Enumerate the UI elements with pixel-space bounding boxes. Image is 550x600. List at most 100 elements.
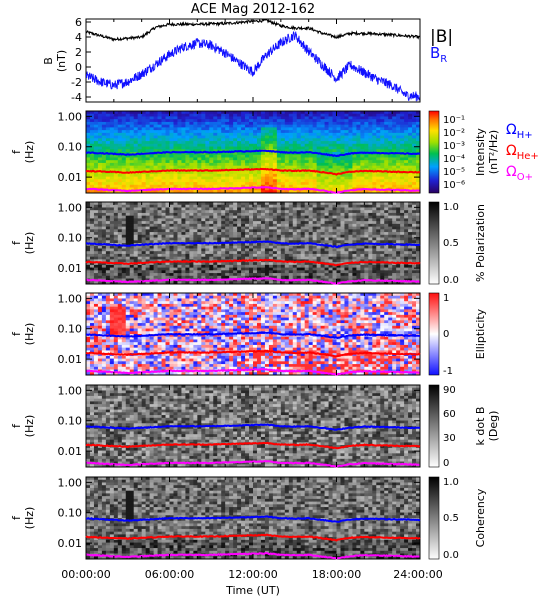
- spectrogram-cell: [352, 240, 357, 244]
- spectrogram-cell: [177, 190, 182, 194]
- spectrogram-cell: [332, 187, 337, 191]
- spectrogram-cell: [153, 171, 158, 175]
- spectrogram-cell: [205, 182, 210, 186]
- spectrogram-cell: [288, 232, 294, 236]
- spectrogram-cell: [392, 116, 397, 120]
- spectrogram-cell: [268, 215, 274, 219]
- spectrogram-cell: [125, 130, 131, 134]
- spectrogram-cell: [93, 251, 99, 255]
- spectrogram-cell: [400, 184, 405, 188]
- spectrogram-cell: [197, 240, 202, 244]
- spectrogram-cell: [165, 138, 170, 142]
- spectrogram-cell: [268, 135, 274, 139]
- spectrogram-cell: [280, 162, 286, 167]
- spectrogram-cell: [157, 113, 162, 117]
- spectrogram-cell: [173, 202, 178, 206]
- spectrogram-cell: [352, 207, 357, 211]
- spectrogram-cell: [340, 202, 345, 206]
- spectrogram-cell: [221, 146, 226, 150]
- spectrogram-cell: [161, 124, 166, 128]
- spectrogram-cell: [201, 262, 206, 266]
- spectrogram-cell: [169, 245, 174, 249]
- spectrogram-cell: [276, 270, 282, 274]
- spectrogram-cell: [161, 256, 166, 260]
- spectrogram-cell: [237, 157, 242, 161]
- spectrogram-cell: [400, 210, 405, 214]
- spectrogram-cell: [105, 116, 111, 120]
- spectrogram-cell: [213, 207, 218, 211]
- spectrogram-cell: [300, 245, 306, 249]
- spectrogram-cell: [404, 264, 409, 268]
- spectrogram-cell: [149, 229, 154, 233]
- spectrogram-cell: [205, 207, 210, 211]
- spectrogram-cell: [201, 215, 206, 219]
- spectrogram-cell: [332, 278, 337, 282]
- spectrogram-cell: [237, 179, 242, 183]
- spectrogram-cell: [169, 162, 174, 167]
- spectrogram-cell: [241, 184, 246, 188]
- spectrogram-cell: [149, 130, 154, 134]
- spectrogram-cell: [109, 259, 115, 263]
- spectrogram-cell: [360, 190, 365, 194]
- spectrogram-cell: [392, 168, 397, 172]
- spectrogram-cell: [296, 251, 302, 255]
- spectrogram-cell: [185, 179, 190, 183]
- spectrogram-cell: [157, 226, 162, 230]
- spectrogram-cell: [304, 121, 310, 126]
- spectrogram-cell: [352, 179, 357, 183]
- spectrogram-cell: [149, 165, 154, 169]
- spectrogram-cell: [396, 146, 401, 150]
- spectrogram-cell: [296, 173, 302, 177]
- spectrogram-cell: [229, 182, 234, 186]
- spectrogram-cell: [388, 190, 393, 194]
- spectrogram-cell: [153, 149, 158, 153]
- spectrogram-cell: [117, 124, 123, 128]
- spectrogram-cell: [177, 229, 182, 233]
- spectrogram-cell: [380, 253, 385, 258]
- spectrogram-cell: [241, 113, 246, 117]
- spectrogram-cell: [169, 149, 174, 153]
- spectrogram-cell: [408, 121, 413, 126]
- spectrogram-cell: [121, 229, 127, 233]
- spectrogram-cell: [268, 190, 274, 194]
- spectrogram-cell: [328, 253, 333, 258]
- spectrogram-cell: [117, 223, 123, 227]
- spectrogram-cell: [97, 184, 103, 188]
- spectrogram-cell: [153, 162, 158, 167]
- spectrogram-cell: [189, 275, 194, 279]
- spectrogram-cell: [181, 253, 186, 258]
- spectrogram-cell: [137, 215, 143, 219]
- spectrogram-cell: [145, 207, 151, 211]
- spectrogram-cell: [320, 184, 325, 188]
- spectrogram-cell: [416, 111, 420, 115]
- spectrogram-cell: [376, 237, 381, 241]
- spectrogram-cell: [260, 162, 266, 167]
- spectrogram-cell: [101, 232, 107, 236]
- spectrogram-cell: [284, 207, 290, 211]
- spectrogram-cell: [288, 218, 294, 222]
- spectrogram-cell: [141, 154, 147, 158]
- spectrogram-cell: [320, 176, 325, 180]
- spectrogram-cell: [324, 176, 329, 180]
- spectrogram-cell: [340, 132, 345, 136]
- spectrogram-cell: [241, 116, 246, 120]
- spectrogram-cell: [125, 259, 131, 263]
- spectrogram-cell: [372, 154, 377, 158]
- spectrogram-cell: [376, 165, 381, 169]
- spectrogram-cell: [205, 176, 210, 180]
- spectrogram-cell: [161, 232, 166, 236]
- spectrogram-cell: [272, 234, 278, 238]
- spectrogram-cell: [416, 130, 420, 134]
- spectrogram-cell: [336, 113, 341, 117]
- spectrogram-cell: [149, 162, 154, 167]
- spectrogram-cell: [316, 119, 321, 123]
- spectrogram-cell: [256, 171, 262, 175]
- spectrogram-cell: [129, 119, 135, 123]
- spectrogram-cell: [384, 237, 389, 241]
- spectrogram-cell: [157, 179, 162, 183]
- spectrogram-cell: [368, 202, 373, 206]
- spectrogram-cell: [328, 168, 333, 172]
- spectrogram-cell: [209, 141, 214, 145]
- spectrogram-cell: [312, 275, 318, 279]
- spectrogram-cell: [320, 248, 325, 252]
